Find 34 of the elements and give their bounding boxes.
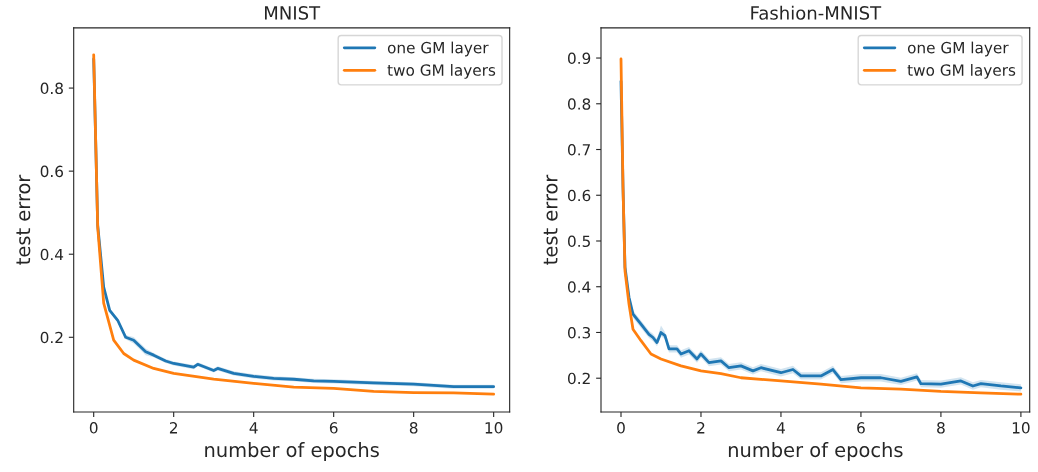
y-tick-label: 0.9 <box>567 52 591 65</box>
x-tick-label: 0 <box>89 422 98 434</box>
y-tick-label: 0.8 <box>40 82 63 95</box>
y-tick-label: 0.6 <box>40 165 64 178</box>
x-tick-label: 4 <box>249 422 258 434</box>
y-tick-label: 0.4 <box>40 248 64 261</box>
y-tick-label: 0.2 <box>40 331 63 344</box>
y-axis-title: test error <box>16 174 31 265</box>
x-tick-label: 0 <box>617 422 625 434</box>
x-tick-label: 10 <box>1012 422 1030 434</box>
y-tick-label: 0.4 <box>567 281 591 293</box>
x-tick-label: 8 <box>937 422 945 434</box>
y-axis-title: test error <box>543 174 558 265</box>
y-tick-label: 0.6 <box>567 189 591 202</box>
x-tick-label: 2 <box>697 422 705 434</box>
x-tick-label: 4 <box>776 422 785 434</box>
x-tick-label: 6 <box>857 422 865 434</box>
y-tick-label: 0.7 <box>567 143 590 156</box>
legend-label: two GM layers <box>907 64 1016 79</box>
legend-label: one GM layer <box>387 41 489 57</box>
x-tick-label: 10 <box>485 422 503 434</box>
y-tick-label: 0.5 <box>567 235 590 248</box>
x-axis-title: number of epochs <box>728 442 903 461</box>
x-tick-label: 8 <box>409 422 418 434</box>
x-axis-title: number of epochs <box>205 442 379 461</box>
x-tick-label: 6 <box>329 422 338 434</box>
y-tick-label: 0.8 <box>567 98 591 110</box>
chart-title: MNIST <box>265 6 321 20</box>
y-tick-label: 0.2 <box>567 372 590 385</box>
legend-label: one GM layer <box>907 41 1009 57</box>
legend-label: two GM layers <box>387 64 496 79</box>
y-tick-label: 0.3 <box>567 326 591 339</box>
chart-title: Fashion-MNIST <box>751 5 882 20</box>
x-tick-label: 2 <box>169 422 178 434</box>
